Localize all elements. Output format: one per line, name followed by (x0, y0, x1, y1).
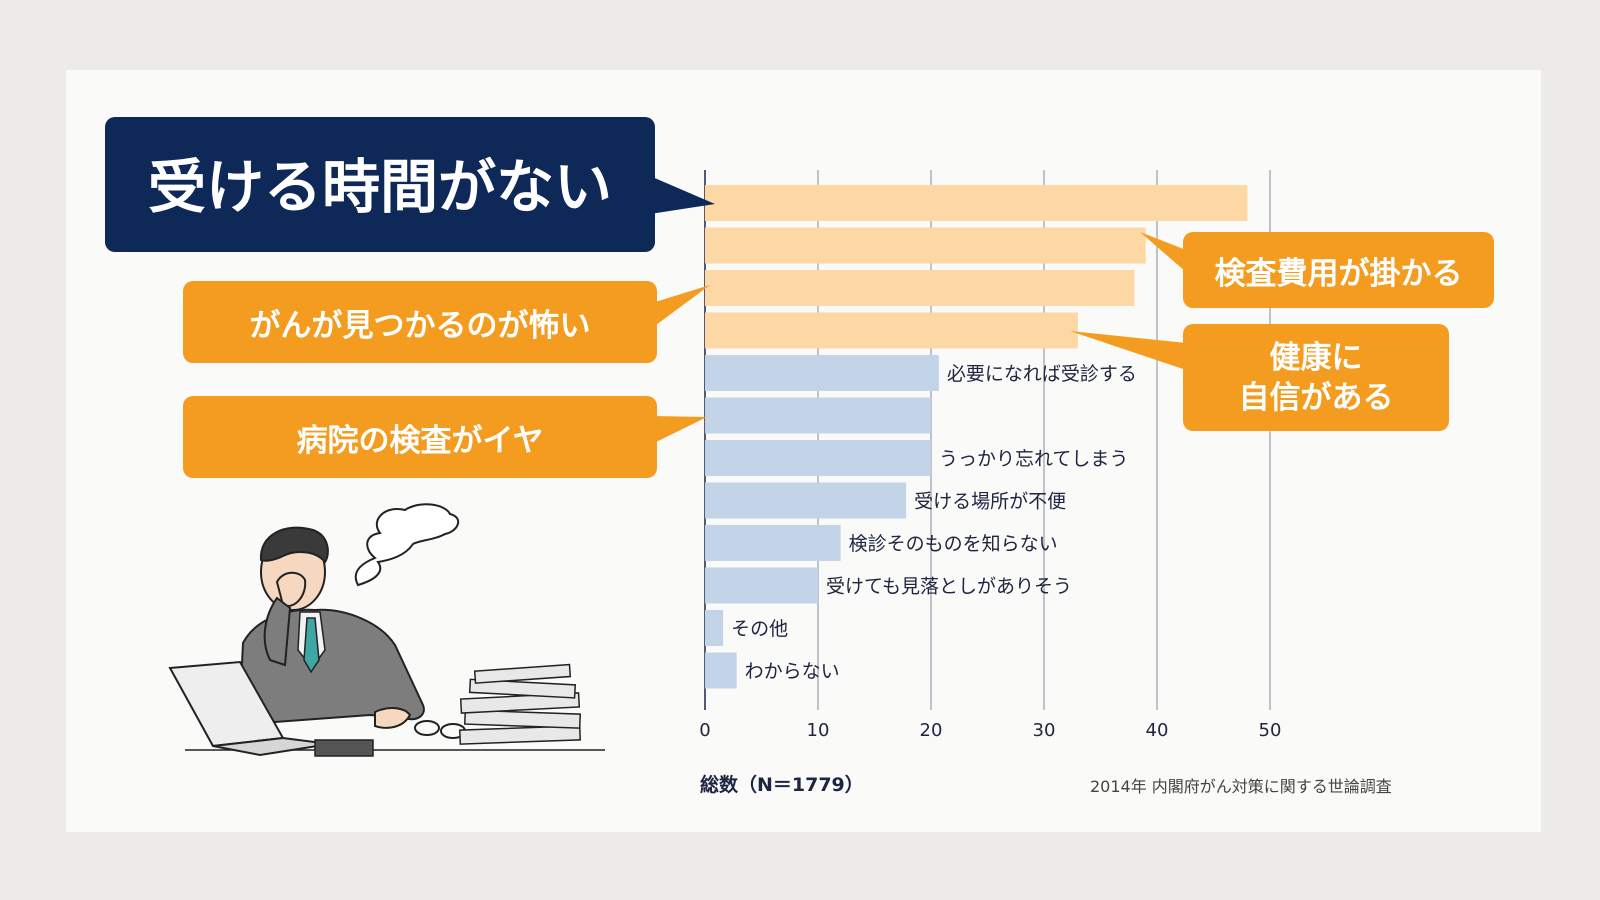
callout-fear-pointer (652, 285, 710, 328)
callout-health-pointer (1070, 331, 1186, 370)
callout-fear-text: がんが見つかるのが怖い (249, 307, 591, 344)
callout-main-text: 受ける時間がない (147, 152, 612, 221)
callout-main-pointer (650, 176, 715, 214)
bar-label: わからない (745, 661, 840, 683)
bar-label: 検診そのものを知らない (849, 533, 1058, 555)
bar-label: うっかり忘れてしまう (939, 448, 1128, 470)
callout-cost-text: 検査費用が掛かる (1214, 255, 1463, 292)
bar-label: 受ける場所が不便 (914, 491, 1066, 513)
bar-6 (705, 397, 931, 434)
stressed-businessman-illustration (168, 503, 605, 757)
bar-3 (705, 270, 1135, 306)
bar-1 (705, 185, 1248, 221)
callout-main: 受ける時間がない (105, 117, 655, 252)
bar-10 (705, 567, 818, 604)
callout-cost: 検査費用が掛かる (1183, 232, 1494, 308)
bar-7 (705, 440, 931, 476)
x-tick-label: 50 (1259, 720, 1282, 741)
callout-hospital-pointer (652, 416, 707, 444)
callout-health-line2: 自信がある (1238, 379, 1394, 416)
x-tick-label: 10 (807, 720, 830, 741)
sample-size-note: 総数（N＝1779） (700, 774, 864, 796)
bar-11 (705, 610, 724, 646)
bar-labels: 必要になれば受診するうっかり忘れてしまう受ける場所が不便検診そのものを知らない受… (731, 363, 1137, 683)
bar-label: 受けても見落としがありそう (826, 576, 1072, 598)
x-tick-label: 0 (699, 720, 710, 741)
bar-9 (705, 525, 841, 561)
callout-fear: がんが見つかるのが怖い (183, 281, 657, 363)
callout-health: 健康に 自信がある (1183, 324, 1449, 431)
bar-12 (705, 652, 737, 689)
x-tick-label: 40 (1146, 720, 1169, 741)
bar-2 (705, 227, 1146, 264)
bar-5 (705, 355, 939, 391)
bar-label: 必要になれば受診する (947, 363, 1137, 385)
source-note: 2014年 内閣府がん対策に関する世論調査 (1090, 777, 1392, 796)
bars (705, 185, 1248, 689)
callout-health-line1: 健康に (1269, 339, 1363, 376)
x-tick-label: 20 (920, 720, 943, 741)
x-tick-label: 30 (1033, 720, 1056, 741)
callout-hospital: 病院の検査がイヤ (183, 396, 657, 478)
x-tick-labels: 0 10 20 30 40 50 (699, 720, 1281, 741)
bar-4 (705, 312, 1078, 349)
bar-8 (705, 482, 907, 519)
bar-label: その他 (731, 618, 788, 640)
callout-cost-pointer (1140, 232, 1186, 272)
callout-hospital-text: 病院の検査がイヤ (296, 422, 544, 459)
